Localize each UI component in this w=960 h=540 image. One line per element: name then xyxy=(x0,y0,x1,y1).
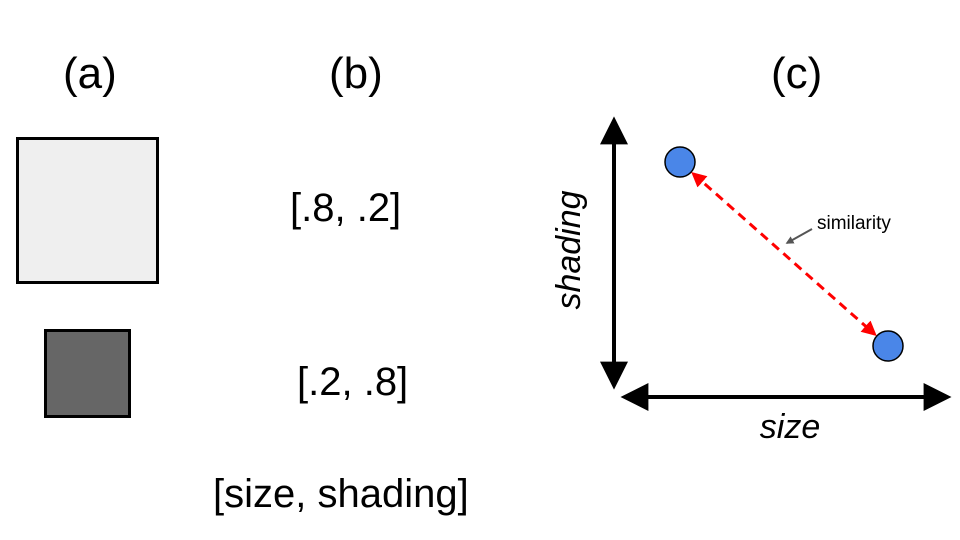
similarity-pointer-arrow xyxy=(785,228,813,244)
large-square-vector: [.8, .2] xyxy=(290,186,402,230)
x-axis-label: size xyxy=(760,408,820,446)
data-point-2 xyxy=(872,330,904,362)
vector-legend: [size, shading] xyxy=(213,472,469,516)
panel-label-b: (b) xyxy=(329,49,383,98)
data-point-1 xyxy=(664,146,696,178)
data-points xyxy=(664,146,904,362)
panel-label-a: (a) xyxy=(63,49,117,98)
y-axis-label: shading xyxy=(550,190,588,309)
small-square-vector: [.2, .8] xyxy=(297,360,409,404)
large-light-square xyxy=(16,137,159,284)
similarity-label: similarity xyxy=(817,213,891,234)
similarity-dashed-arrow xyxy=(691,171,877,337)
small-dark-square xyxy=(44,329,131,418)
panel-label-c: (c) xyxy=(771,49,823,98)
